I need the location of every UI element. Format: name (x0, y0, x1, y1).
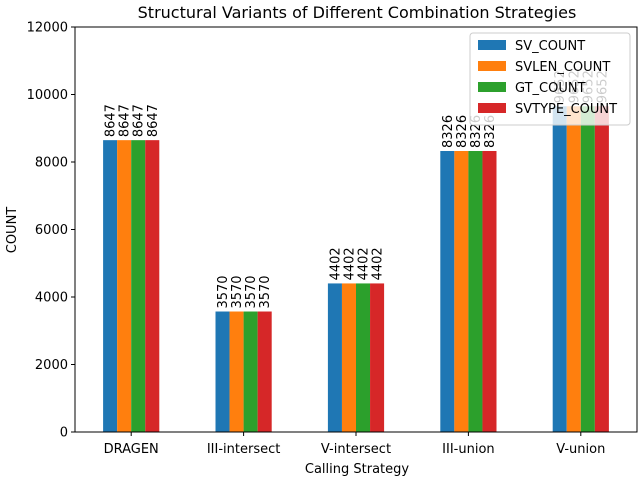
bar-gt-count-2 (356, 283, 371, 432)
data-label: 8647 (104, 104, 119, 137)
bar-svtype-count-2 (370, 283, 385, 432)
x-tick-label: III-intersect (207, 442, 281, 457)
y-tick-label: 12000 (27, 21, 68, 36)
legend-swatch (478, 103, 506, 113)
x-tick-label: III-union (442, 442, 494, 457)
bar-svlen-count-2 (341, 283, 356, 432)
x-tick-label: V-union (556, 442, 605, 457)
bar-sv-count-0 (103, 140, 118, 432)
bar-svlen-count-1 (229, 311, 244, 432)
bar-svlen-count-3 (454, 151, 469, 432)
y-tick-label: 2000 (35, 358, 68, 373)
y-axis-label: COUNT (5, 207, 20, 254)
bar-gt-count-1 (243, 311, 258, 432)
data-label: 3570 (216, 275, 231, 308)
data-label: 3570 (244, 275, 259, 308)
bar-gt-count-3 (468, 151, 483, 432)
bar-svtype-count-0 (145, 140, 160, 432)
bar-sv-count-1 (215, 311, 230, 432)
legend-label: SV_COUNT (515, 39, 585, 54)
legend-label: SVTYPE_COUNT (515, 102, 617, 117)
bar-svlen-count-4 (566, 106, 581, 432)
bar-svtype-count-4 (594, 106, 609, 432)
bar-svtype-count-3 (482, 151, 497, 432)
y-tick-label: 8000 (35, 156, 68, 171)
legend: SV_COUNT SVLEN_COUNT GT_COUNT SVTYPE_COUNT (469, 32, 631, 126)
data-label: 8647 (146, 104, 161, 137)
data-label: 4402 (357, 247, 372, 280)
bar-sv-count-2 (327, 283, 342, 432)
y-tick-label: 10000 (27, 88, 68, 103)
chart-title: Structural Variants of Different Combina… (138, 3, 577, 22)
data-label: 8647 (118, 104, 133, 137)
x-tick-label: V-intersect (321, 442, 391, 457)
data-label: 8326 (455, 115, 470, 148)
legend-box (469, 32, 631, 126)
bar-gt-count-0 (131, 140, 146, 432)
legend-swatch (478, 82, 506, 92)
data-label: 4402 (371, 247, 386, 280)
bar-sv-count-3 (440, 151, 455, 432)
bar-sv-count-4 (552, 106, 567, 432)
y-tick-label: 6000 (35, 223, 68, 238)
legend-swatch (478, 40, 506, 50)
bar-svtype-count-1 (257, 311, 272, 432)
x-axis-label: Calling Strategy (305, 462, 410, 477)
bar-gt-count-4 (580, 106, 595, 432)
data-label: 8647 (132, 104, 147, 137)
legend-swatch (478, 61, 506, 71)
data-label: 3570 (230, 275, 245, 308)
bar-svlen-count-0 (117, 140, 132, 432)
data-label: 4402 (328, 247, 343, 280)
legend-label: SVLEN_COUNT (515, 60, 610, 75)
legend-label: GT_COUNT (515, 81, 586, 96)
x-tick-label: DRAGEN (104, 442, 159, 457)
data-label: 8326 (441, 115, 456, 148)
y-tick-label: 4000 (35, 291, 68, 306)
data-label: 4402 (342, 247, 357, 280)
y-tick-label: 0 (60, 426, 68, 441)
data-label: 3570 (258, 275, 273, 308)
